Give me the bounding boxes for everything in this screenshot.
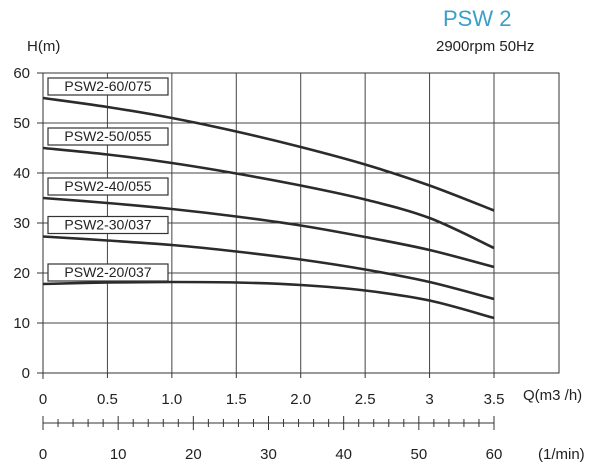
chart-subtitle: 2900rpm 50Hz xyxy=(436,38,535,55)
secondary-tick-label: 60 xyxy=(486,446,503,463)
curve-label-box xyxy=(47,263,169,282)
axes xyxy=(37,72,495,430)
secondary-tick-label: 20 xyxy=(185,446,202,463)
curve-label: PSW2-60/075 xyxy=(64,78,151,94)
curve-label-box xyxy=(47,177,169,196)
secondary-tick-label: 30 xyxy=(260,446,277,463)
curve-psw2-40/055 xyxy=(42,196,495,269)
x-tick-label: 2.5 xyxy=(355,391,376,408)
y-tick-label: 50 xyxy=(13,115,30,132)
curve-psw2-60/075 xyxy=(42,96,495,212)
x-tick-label: 1.0 xyxy=(161,391,182,408)
grid xyxy=(42,72,560,374)
curve-label: PSW2-20/037 xyxy=(64,264,151,280)
x-tick-label: 3.5 xyxy=(484,391,505,408)
curve-psw2-20/037 xyxy=(42,280,495,320)
y-tick-label: 30 xyxy=(13,215,30,232)
curve-label: PSW2-30/037 xyxy=(64,217,151,233)
y-tick-label: 10 xyxy=(13,315,30,332)
curve-label: PSW2-50/055 xyxy=(64,128,151,144)
chart-title: PSW 2 xyxy=(443,6,512,31)
secondary-tick-label: 50 xyxy=(410,446,427,463)
curve-psw2-30/037 xyxy=(42,235,495,301)
x-tick-label: 0 xyxy=(39,391,47,408)
curves xyxy=(42,96,495,320)
curve-label-box xyxy=(47,77,169,96)
x-tick-label: 2.0 xyxy=(290,391,311,408)
y-tick-label: 60 xyxy=(13,65,30,82)
y-axis-label: H(m) xyxy=(27,38,61,55)
x-axis-label: Q(m3 /h) xyxy=(523,387,582,404)
curve-labels: PSW2-60/075 PSW2-50/055 PSW2-40/055 PSW2-30… xyxy=(47,77,169,282)
x-tick-label: 3 xyxy=(425,391,433,408)
x-tick-label: 0.5 xyxy=(97,391,118,408)
curve-label-box xyxy=(47,215,169,235)
x-tick-label: 1.5 xyxy=(226,391,247,408)
secondary-tick-label: 0 xyxy=(39,446,47,463)
curve-label-box xyxy=(47,127,169,146)
curve-label: PSW2-40/055 xyxy=(64,178,151,194)
secondary-x-axis-label: (1/min) xyxy=(538,446,585,463)
y-tick-label: 20 xyxy=(13,265,30,282)
secondary-tick-label: 40 xyxy=(335,446,352,463)
y-tick-label: 0 xyxy=(22,365,30,382)
y-tick-label: 40 xyxy=(13,165,30,182)
secondary-tick-label: 10 xyxy=(110,446,127,463)
curve-psw2-50/055 xyxy=(42,146,495,250)
tick-labels: 0 0.5 1.0 1.5 2.0 2.5 3 3.5 0 10 20 30 40 50 60 0 10 20 30… xyxy=(13,65,504,463)
